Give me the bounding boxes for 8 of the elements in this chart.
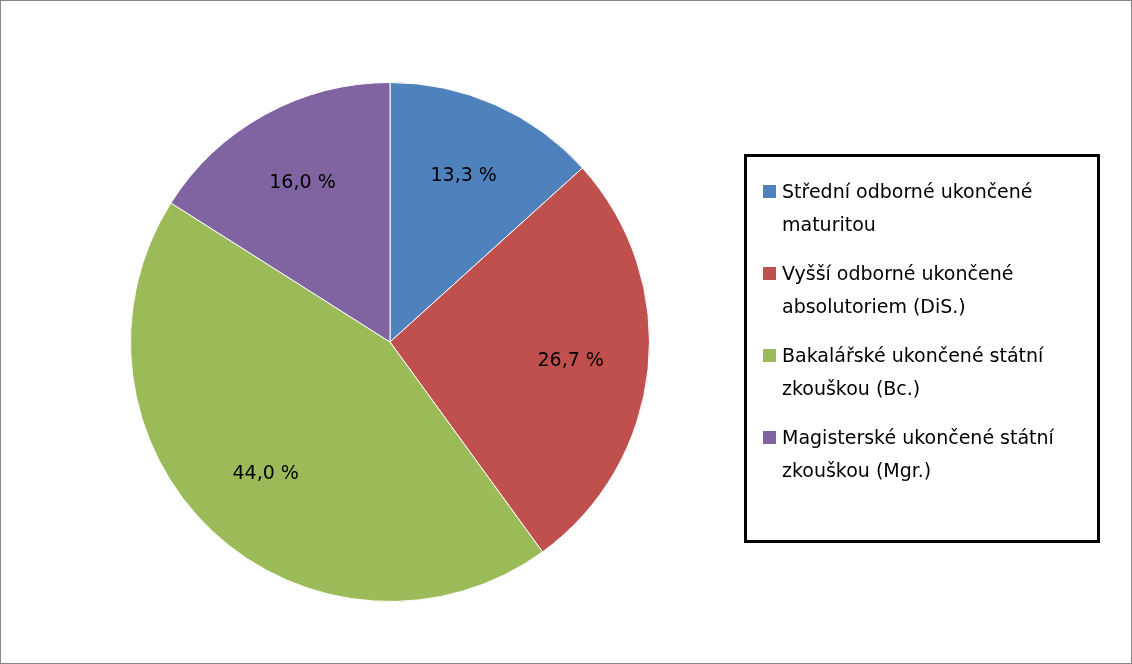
data-label: 16,0 %	[269, 169, 336, 192]
data-label: 13,3 %	[430, 162, 497, 185]
legend-label: Vyšší odborné ukončené absolutoriem (DiS.)	[782, 261, 1015, 319]
data-label: 44,0 %	[232, 461, 299, 484]
legend-label: Střední odborné ukončené maturitou	[782, 179, 1034, 237]
legend-label: Bakalářské ukončené státní zkouškou (Bc.)	[782, 343, 1045, 401]
data-label: 26,7 %	[537, 347, 604, 370]
legend-label: Magisterské ukončené státní zkouškou (Mgr.)	[782, 425, 1055, 483]
